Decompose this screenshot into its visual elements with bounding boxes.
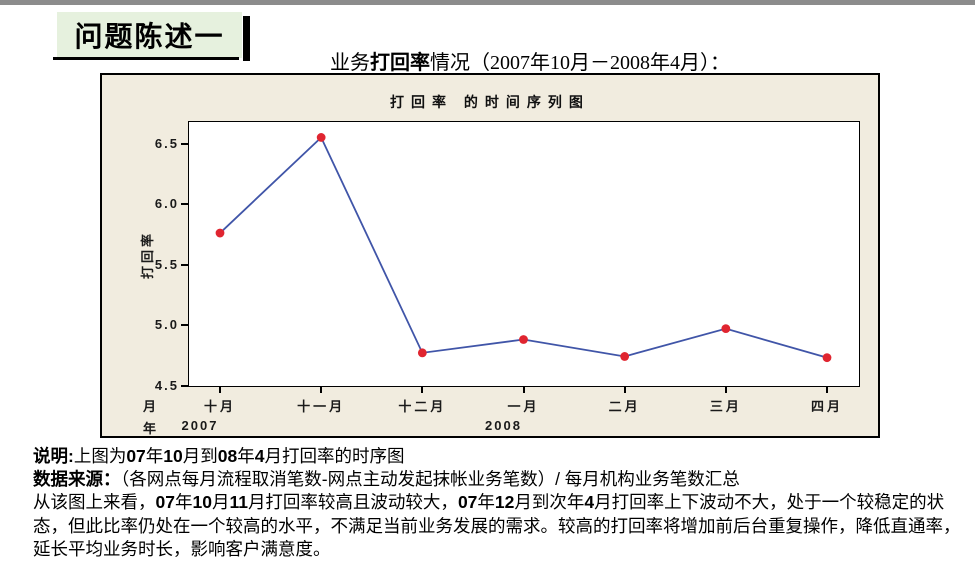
series-line <box>219 135 828 359</box>
y-tick-mark <box>181 203 188 205</box>
text-segment: 07 <box>457 492 478 513</box>
note-line-description: 说明:上图为07年10月到08年4月打回率的时序图 <box>33 445 971 468</box>
x-tick-mark <box>522 386 525 393</box>
data-point <box>519 335 528 344</box>
x-axis-year-label: 2007 <box>181 418 219 433</box>
text-segment: 月到 <box>182 446 218 466</box>
chart-heading: 业务打回率情况（2007年10月－2008年4月）： <box>330 46 730 75</box>
data-point <box>822 353 832 363</box>
x-tick-mark <box>219 386 221 393</box>
text-segment: 月打回率上下波动不大，处于一个较稳定的状态，但此比率仍处在一个较高的水平，不满足… <box>33 492 961 559</box>
text-segment: 12 <box>494 492 515 513</box>
text-segment: 月到次年 <box>514 492 585 513</box>
x-tick-label: 四月 <box>810 399 843 414</box>
data-point <box>417 348 427 358</box>
chart-frame: 打回率 的时间序列图 6.5 6.0 5.5 5.0 4.5 打回率十月 十一月 十二月 一月 二… <box>100 73 880 438</box>
text-segment: 上图为 <box>73 446 127 466</box>
y-tick-mark <box>181 384 188 387</box>
text-segment: 4 <box>584 492 595 513</box>
text-segment: 年 <box>237 446 255 466</box>
text-segment: 业务 <box>330 52 370 74</box>
x-axis-year-prefix: 年 <box>143 421 157 436</box>
x-tick-mark <box>826 386 828 393</box>
text-segment: 07 <box>126 446 146 466</box>
text-segment: 打回率 <box>370 52 430 74</box>
y-tick-label: 6.0 <box>154 196 179 211</box>
slide-top-rule <box>0 0 975 5</box>
y-tick-label: 6.5 <box>154 135 179 151</box>
data-point <box>620 352 630 361</box>
note-line-data-source: 数据来源：（各网点每月流程取消笔数-网点主动发起抹帐业务笔数）/ 每月机构业务笔… <box>33 468 971 491</box>
y-tick-mark <box>181 324 188 326</box>
data-point <box>316 133 326 142</box>
slide-title-badge: 问题陈述一 <box>53 12 250 61</box>
x-tick-label: 一月 <box>507 399 540 414</box>
x-axis-month-prefix: 月 <box>143 399 157 414</box>
text-segment: （各网点每月流程取消笔数-网点主动发起抹帐业务笔数）/ 每月机构业务笔数汇总 <box>120 469 740 490</box>
text-segment: 年 <box>145 446 164 466</box>
x-axis-year-label: 2008 <box>485 418 522 433</box>
time-series-svg <box>215 133 832 363</box>
x-tick-mark <box>724 386 727 393</box>
y-tick-label: 5.5 <box>154 256 179 272</box>
text-segment: 08 <box>217 446 238 466</box>
x-tick-label: 十二月 <box>398 399 447 414</box>
text-segment: 从该图上来看， <box>33 492 156 513</box>
text-segment: 07 <box>155 492 175 513</box>
text-segment: 10 <box>192 492 212 513</box>
text-segment: 年 <box>477 492 495 513</box>
y-tick-label: 4.5 <box>154 377 179 393</box>
text-segment: 说明: <box>33 446 74 466</box>
text-segment: 月打回率的时序图 <box>264 446 405 466</box>
data-point <box>721 324 731 334</box>
y-tick-mark <box>181 142 188 145</box>
x-tick-mark <box>320 386 323 393</box>
data-point <box>215 228 225 238</box>
slide-title: 问题陈述一 <box>74 21 225 52</box>
y-tick-mark <box>181 263 188 266</box>
text-segment: 11 <box>229 492 248 513</box>
x-tick-label: 三月 <box>709 399 742 414</box>
notes-block: 说明:上图为07年10月到08年4月打回率的时序图 数据来源：（各网点每月流程取… <box>33 445 971 561</box>
y-tick-label: 5.0 <box>154 317 179 332</box>
text-segment: 10 <box>163 446 183 466</box>
x-tick-mark <box>421 386 424 393</box>
chart-title: 打回率 的时间序列图 <box>390 94 590 110</box>
text-segment: 4 <box>254 446 265 466</box>
text-segment: 月打回率较高且波动较大， <box>247 492 458 513</box>
text-segment: 月 <box>211 492 230 513</box>
text-segment: 数据来源： <box>33 469 121 490</box>
x-tick-label: 十月 <box>203 399 236 414</box>
x-tick-label: 二月 <box>608 399 641 414</box>
x-tick-mark <box>623 386 626 393</box>
text-segment: 年 <box>174 492 193 513</box>
x-tick-label: 十一月 <box>297 399 346 414</box>
text-segment: 情况（2007年10月－2008年4月）： <box>430 52 730 74</box>
y-axis-title: 打回率 <box>140 231 155 280</box>
note-paragraph-analysis: 从该图上来看，07年10月11月打回率较高且波动较大，07年12月到次年4月打回… <box>33 491 971 561</box>
plot-area: 6.5 6.0 5.5 5.0 4.5 打回率十月 十一月 十二月 一月 二月 三月 四月 月年 2007… <box>140 121 860 436</box>
